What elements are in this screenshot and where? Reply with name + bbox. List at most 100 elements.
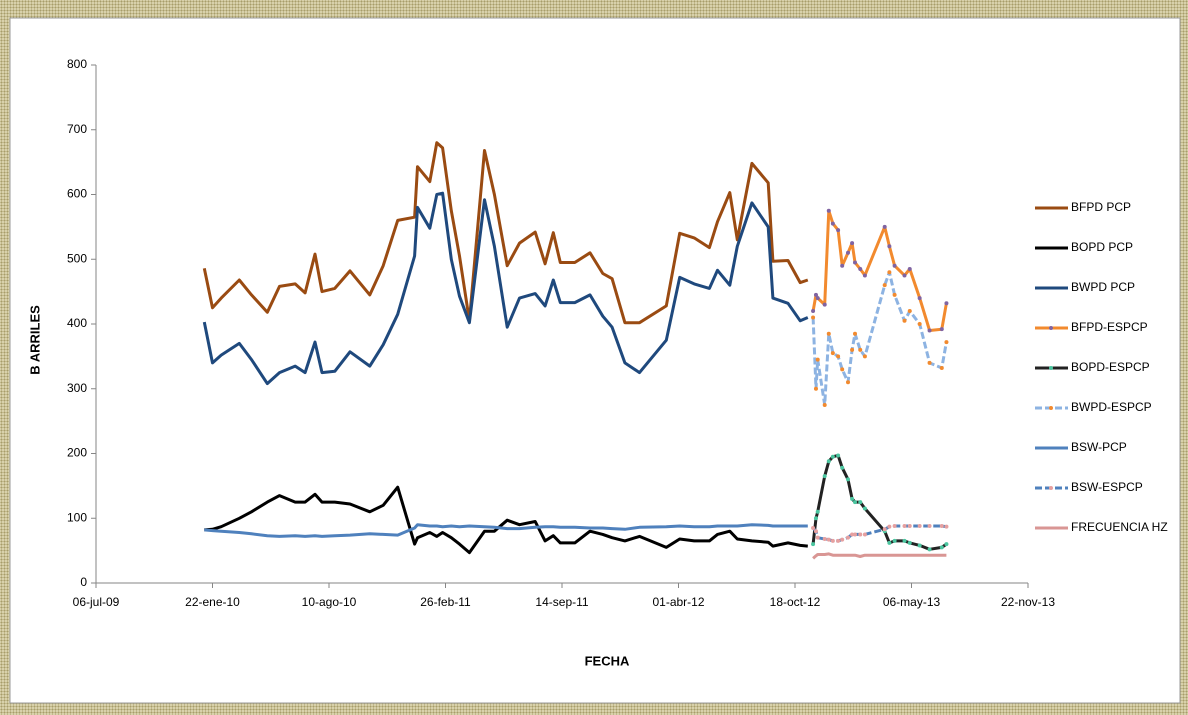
series-marker xyxy=(822,474,827,479)
series-marker xyxy=(822,302,827,307)
series-marker xyxy=(917,322,922,326)
series-marker xyxy=(902,524,907,529)
series-marker xyxy=(850,347,855,352)
series-marker xyxy=(822,402,827,407)
legend-label: BWPD-ESPCP xyxy=(1071,400,1152,414)
series-marker xyxy=(882,283,887,288)
series-marker xyxy=(840,465,845,470)
series-marker xyxy=(887,244,892,249)
series-marker xyxy=(811,309,816,314)
series-marker xyxy=(826,331,831,336)
series-marker xyxy=(858,266,863,271)
series-marker xyxy=(892,538,897,543)
series-marker xyxy=(858,532,863,537)
series-line xyxy=(202,191,809,386)
series-marker xyxy=(830,454,835,459)
series-line xyxy=(204,485,808,555)
series-marker xyxy=(830,538,835,543)
series-marker xyxy=(862,354,867,359)
series-marker xyxy=(882,527,887,532)
series-marker xyxy=(887,540,892,545)
series-marker xyxy=(815,535,820,540)
series-marker xyxy=(907,540,912,545)
y-tick-label: 100 xyxy=(67,510,87,524)
x-axis-title: FECHA xyxy=(585,653,630,668)
y-tick-label: 700 xyxy=(67,122,87,136)
legend-label: BSW-ESPCP xyxy=(1071,480,1143,494)
legend-marker xyxy=(1049,326,1053,330)
chart-area xyxy=(9,17,1181,704)
series-marker xyxy=(850,241,855,246)
series-marker xyxy=(927,328,932,333)
legend-label: BOPD PCP xyxy=(1071,240,1133,254)
series-marker xyxy=(944,340,949,345)
series-marker xyxy=(882,224,887,229)
series-marker xyxy=(822,536,827,541)
series-marker xyxy=(927,524,932,529)
legend-label: BWPD PCP xyxy=(1071,280,1135,294)
series-marker xyxy=(852,260,857,265)
x-tick-label: 10-ago-10 xyxy=(302,595,357,609)
series-marker xyxy=(811,525,816,530)
series-marker xyxy=(852,532,857,537)
series-marker xyxy=(813,516,818,521)
series-marker xyxy=(902,273,907,278)
x-tick-label: 26-feb-11 xyxy=(420,595,471,609)
legend-marker xyxy=(1049,486,1053,490)
series-marker xyxy=(813,292,818,297)
series-marker xyxy=(850,532,855,537)
legend-label: FRECUENCIA HZ xyxy=(1071,520,1168,534)
series-marker xyxy=(846,250,851,255)
series-line xyxy=(811,524,947,543)
series-marker xyxy=(907,524,912,529)
y-tick-label: 400 xyxy=(67,316,87,330)
series-marker xyxy=(902,318,907,323)
series-marker xyxy=(830,351,835,356)
legend-label: BOPD-ESPCP xyxy=(1071,360,1150,374)
series-marker xyxy=(826,208,831,213)
legend-label: BFPD PCP xyxy=(1071,200,1131,214)
series-line xyxy=(811,270,948,407)
x-tick-label: 14-sep-11 xyxy=(535,595,588,609)
series-marker xyxy=(887,524,892,529)
x-tick-label: 01-abr-12 xyxy=(652,595,704,609)
series-marker xyxy=(939,366,944,371)
series-line xyxy=(202,141,809,325)
series-marker xyxy=(892,292,897,297)
series-marker xyxy=(846,380,851,385)
series-marker xyxy=(858,500,863,505)
series-marker xyxy=(862,506,867,511)
series-marker xyxy=(811,542,816,547)
series-marker xyxy=(815,509,820,514)
series-marker xyxy=(862,532,867,537)
legend-label: BFPD-ESPCP xyxy=(1071,320,1148,334)
legend-marker xyxy=(1049,366,1053,370)
series-marker xyxy=(836,453,841,458)
series-marker xyxy=(836,354,841,359)
series-marker xyxy=(826,459,831,464)
series-marker xyxy=(907,309,912,314)
series-marker xyxy=(927,360,932,365)
series-marker xyxy=(907,266,912,271)
series-marker xyxy=(944,524,949,529)
series-marker xyxy=(939,524,944,529)
y-tick-label: 0 xyxy=(80,575,87,589)
series-marker xyxy=(813,386,818,391)
series-marker xyxy=(944,301,949,306)
series-marker xyxy=(927,547,932,552)
y-tick-label: 300 xyxy=(67,381,87,395)
series-marker xyxy=(840,537,845,542)
series-line xyxy=(811,453,948,551)
y-tick-label: 600 xyxy=(67,187,87,201)
y-tick-label: 800 xyxy=(67,57,87,71)
series-marker xyxy=(840,367,845,372)
series-marker xyxy=(902,538,907,543)
x-tick-label: 18-oct-12 xyxy=(770,595,821,609)
series-marker xyxy=(836,228,841,233)
series-line xyxy=(811,209,948,332)
legend-marker xyxy=(1049,406,1053,410)
series-marker xyxy=(826,537,831,542)
series-marker xyxy=(846,477,851,482)
